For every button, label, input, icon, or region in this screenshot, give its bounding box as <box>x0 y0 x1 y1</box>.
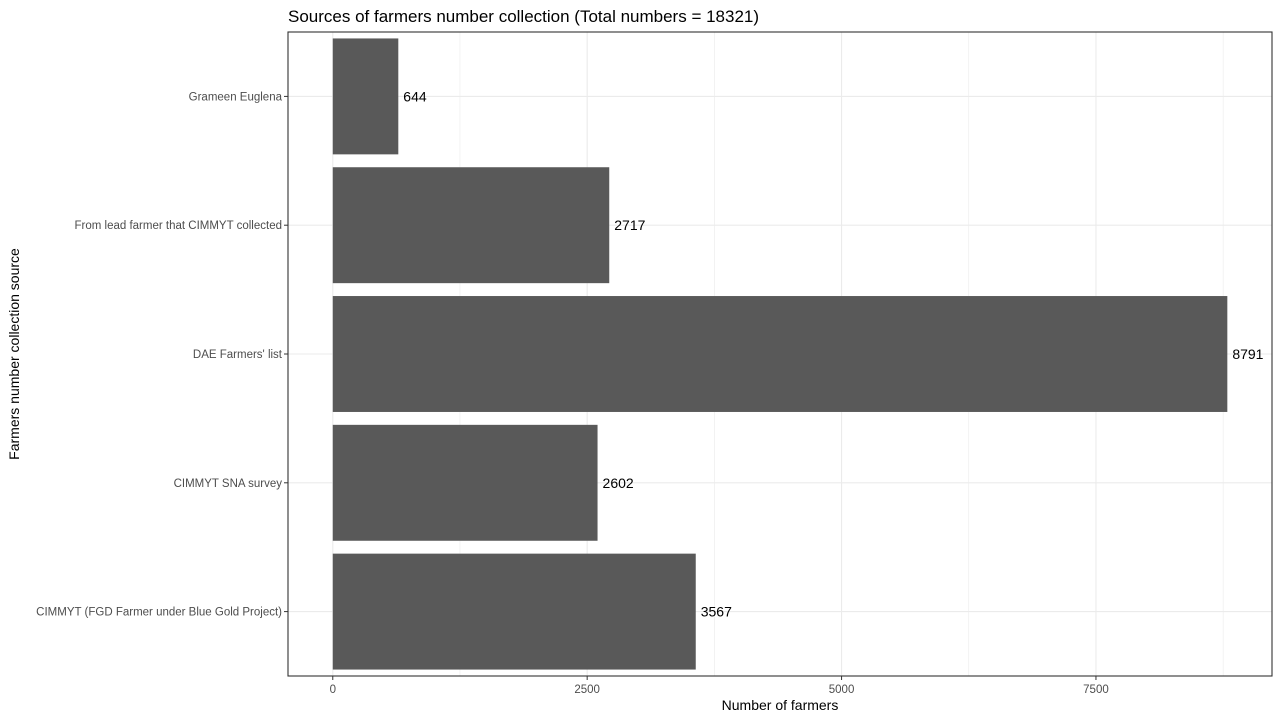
chart-title: Sources of farmers number collection (To… <box>288 7 759 26</box>
data-labels: 3567 2602 8791 2717 644 <box>403 88 1263 619</box>
x-tick-label: 7500 <box>1083 684 1109 696</box>
bar <box>332 38 399 155</box>
bar <box>332 296 1228 412</box>
bars <box>332 38 1228 670</box>
y-tick-label: From lead farmer that CIMMYT collected <box>75 220 283 232</box>
y-tick-label: Grameen Euglena <box>189 91 283 103</box>
data-label: 644 <box>403 88 427 104</box>
data-label: 2602 <box>603 475 634 491</box>
data-label: 3567 <box>701 604 732 620</box>
y-axis: CIMMYT (FGD Farmer under Blue Gold Proje… <box>36 91 288 619</box>
data-label: 2717 <box>614 217 645 233</box>
bar <box>332 424 598 541</box>
y-axis-title: Farmers number collection source <box>6 248 22 460</box>
bar <box>332 167 610 284</box>
x-axis: 0 2500 5000 7500 <box>330 676 1109 696</box>
x-tick-label: 0 <box>330 684 336 696</box>
bar <box>332 553 696 670</box>
y-tick-label: CIMMYT SNA survey <box>174 478 283 490</box>
x-tick-label: 5000 <box>829 684 855 696</box>
x-tick-label: 2500 <box>574 684 600 696</box>
x-axis-title: Number of farmers <box>722 697 839 713</box>
data-label: 8791 <box>1232 346 1263 362</box>
y-tick-label: DAE Farmers' list <box>193 349 283 361</box>
y-tick-label: CIMMYT (FGD Farmer under Blue Gold Proje… <box>36 607 282 619</box>
